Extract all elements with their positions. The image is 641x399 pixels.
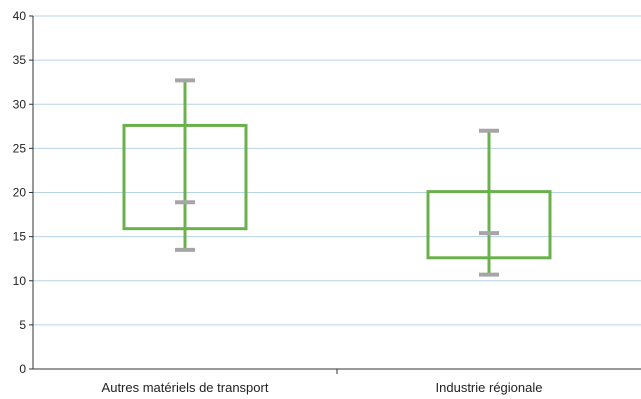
grid-lines — [33, 15, 641, 326]
y-tick-label: 40 — [13, 9, 27, 23]
box-group — [122, 78, 248, 252]
y-tick-label: 0 — [19, 362, 26, 376]
box-rect — [122, 123, 248, 231]
box-group — [426, 128, 552, 277]
y-tick-label: 20 — [13, 186, 27, 200]
box-marks — [122, 78, 552, 277]
category-label: Autres matériels de transport — [102, 380, 269, 395]
y-tick-label: 25 — [13, 141, 27, 155]
y-tick-label: 10 — [13, 274, 27, 288]
y-axis-ticks: 0 5 10 15 20 25 30 35 40 — [13, 9, 33, 376]
x-axis-labels: Autres matériels de transport Industrie r… — [102, 380, 543, 395]
box-rect — [426, 190, 552, 260]
y-tick-label: 30 — [13, 97, 27, 111]
y-tick-label: 15 — [13, 230, 27, 244]
category-label: Industrie régionale — [436, 380, 543, 395]
y-tick-label: 5 — [19, 318, 26, 332]
y-tick-label: 35 — [13, 53, 27, 67]
